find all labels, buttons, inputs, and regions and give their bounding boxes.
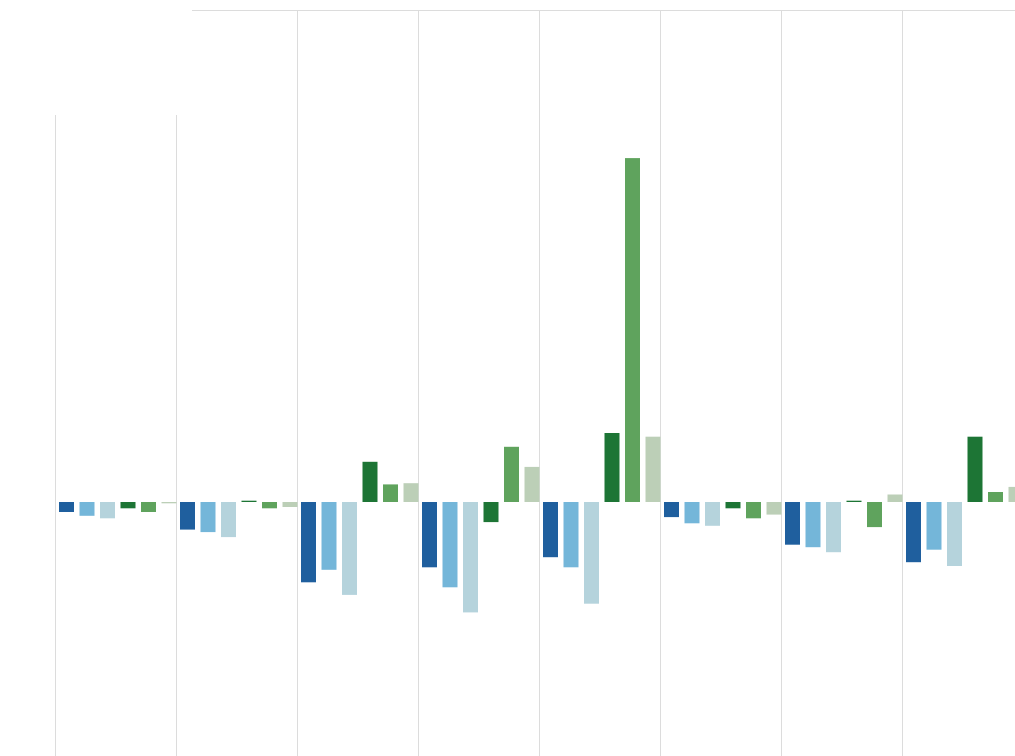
bar: [887, 494, 903, 502]
bar: [483, 502, 499, 523]
bar: [403, 483, 419, 502]
bar: [684, 502, 700, 524]
bar: [846, 500, 862, 502]
bar: [926, 502, 942, 550]
bar: [180, 502, 195, 530]
bar: [625, 158, 640, 502]
bar: [442, 502, 458, 588]
bar: [967, 436, 983, 502]
bar: [805, 502, 821, 548]
bar: [604, 433, 620, 502]
bar: [383, 484, 398, 502]
bar: [422, 502, 437, 568]
bar: [746, 502, 761, 519]
bar: [262, 502, 277, 509]
bar: [664, 502, 679, 518]
bar: [282, 502, 298, 507]
bar: [321, 502, 337, 570]
bar: [563, 502, 579, 568]
bar: [705, 502, 720, 526]
bar: [79, 502, 95, 516]
bar: [543, 502, 558, 558]
bar: [241, 500, 257, 502]
bar: [645, 436, 661, 502]
bar: [301, 502, 316, 583]
bar: [826, 502, 841, 553]
bar: [342, 502, 357, 595]
bar: [785, 502, 800, 545]
gridlines: [55, 10, 1015, 756]
bar: [161, 502, 177, 504]
bar: [867, 502, 882, 528]
bar: [947, 502, 962, 566]
bar: [766, 502, 782, 515]
bar: [1008, 486, 1015, 502]
bar: [725, 502, 741, 509]
bars: [59, 158, 1015, 613]
bar: [120, 502, 136, 509]
bar: [200, 502, 216, 533]
bar: [906, 502, 921, 563]
bar: [221, 502, 236, 538]
bar: [463, 502, 478, 613]
bar: [141, 502, 156, 512]
bar: [59, 502, 74, 512]
bar: [584, 502, 599, 604]
bar: [988, 492, 1003, 502]
bar: [504, 446, 519, 502]
bar: [362, 461, 378, 502]
bar: [524, 466, 540, 502]
bar: [100, 502, 115, 519]
